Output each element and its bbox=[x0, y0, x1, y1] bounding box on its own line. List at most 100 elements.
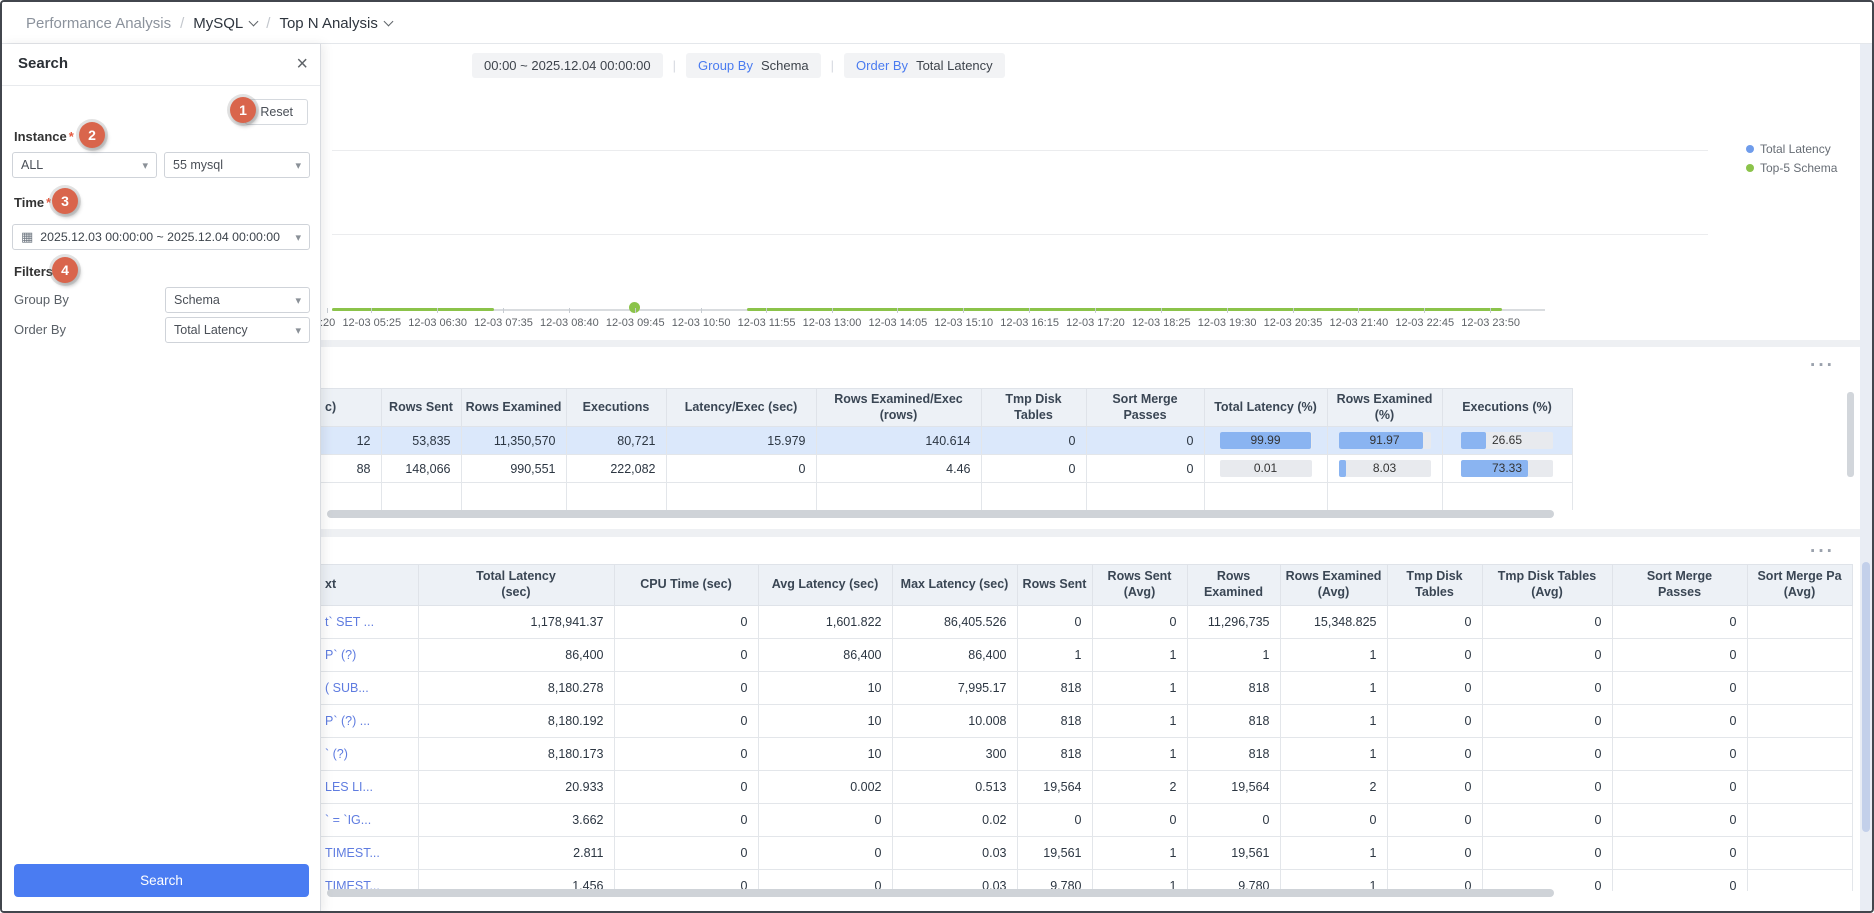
table-cell: 0.02 bbox=[892, 803, 1018, 837]
column-header[interactable]: Executions (%) bbox=[1442, 388, 1573, 428]
table-cell: 0 bbox=[1280, 803, 1388, 837]
column-header[interactable]: Sort Merge Passes bbox=[1612, 564, 1748, 606]
group-by-label: Group By bbox=[14, 292, 69, 307]
query-text-link[interactable]: P` (?) ... bbox=[321, 704, 419, 738]
query-text-link[interactable]: TIMEST... bbox=[321, 869, 419, 891]
table-cell: 140.614 bbox=[816, 426, 982, 456]
x-axis-tick: 12-03 17:20 bbox=[1066, 308, 1125, 329]
column-header[interactable]: Rows Examined bbox=[1187, 564, 1281, 606]
table-cell: 0.03 bbox=[892, 836, 1018, 870]
x-axis-tick: 12-03 14:05 bbox=[869, 308, 927, 329]
panel-title: Search bbox=[18, 55, 69, 72]
column-header[interactable]: Total Latency (sec) bbox=[418, 564, 615, 606]
breadcrumb-performance-analysis[interactable]: Performance Analysis bbox=[26, 14, 172, 32]
table-cell: 10 bbox=[758, 704, 893, 738]
table-cell: 0 bbox=[614, 638, 759, 672]
table-row[interactable]: P` (?) 86,400 0 86,400 86,400 1 1 1 1 0 0 0 bbox=[321, 638, 1853, 672]
query-text-link[interactable]: t` SET ... bbox=[321, 605, 419, 639]
page-scrollbar-thumb[interactable] bbox=[1862, 562, 1870, 832]
column-header[interactable]: Total Latency (%) bbox=[1204, 388, 1328, 428]
table-cell: 1 bbox=[1280, 869, 1388, 891]
column-header[interactable]: Executions bbox=[566, 388, 667, 428]
table-row[interactable]: 12 53,835 11,350,570 80,721 15.979 140.614 0 0 9… bbox=[321, 426, 1573, 456]
column-header[interactable]: Rows Examined/Exec (rows) bbox=[816, 388, 982, 428]
reset-button[interactable]: Reset bbox=[245, 99, 308, 125]
order-by-chip[interactable]: Order By Total Latency bbox=[844, 52, 1005, 78]
instance-select[interactable]: 55 mysql ▾ bbox=[164, 152, 310, 178]
more-options-icon[interactable]: ··· bbox=[1810, 541, 1835, 562]
table-cell bbox=[1747, 770, 1853, 804]
table-cell: 0.513 bbox=[892, 770, 1018, 804]
required-asterisk: * bbox=[46, 195, 52, 210]
column-header[interactable]: Sort Merge Passes bbox=[1086, 388, 1205, 428]
column-header[interactable]: Max Latency (sec) bbox=[892, 564, 1018, 606]
table-row[interactable]: ( SUB... 8,180.278 0 10 7,995.17 818 1 818 1 0 0 0 bbox=[321, 671, 1853, 705]
table-cell: 88 bbox=[321, 454, 382, 484]
instance-group-select[interactable]: ALL ▾ bbox=[12, 152, 157, 178]
series-data-point[interactable] bbox=[629, 302, 640, 313]
table-row[interactable] bbox=[321, 482, 1573, 510]
column-header[interactable]: Tmp Disk Tables bbox=[1387, 564, 1483, 606]
table-cell: 0 bbox=[1387, 737, 1483, 771]
x-axis-tick: 12-03 05:25 bbox=[342, 308, 401, 329]
time-range-input[interactable]: ▦ 2025.12.03 00:00:00 ~ 2025.12.04 00:00… bbox=[12, 224, 310, 250]
chevron-down-icon bbox=[383, 16, 394, 26]
column-header[interactable]: Tmp Disk Tables (Avg) bbox=[1482, 564, 1613, 606]
table-row[interactable]: P` (?) ... 8,180.192 0 10 10.008 818 1 818 1 0 0 0 bbox=[321, 704, 1853, 738]
column-header[interactable]: Rows Examined bbox=[461, 388, 567, 428]
table-cell: 2 bbox=[1280, 770, 1388, 804]
column-header[interactable]: Sort Merge Pa (Avg) bbox=[1747, 564, 1853, 606]
legend-dot-icon bbox=[1746, 145, 1754, 153]
column-header[interactable]: Latency/Exec (sec) bbox=[666, 388, 817, 428]
query-text-link[interactable]: ( SUB... bbox=[321, 671, 419, 705]
column-header[interactable]: xt bbox=[321, 564, 419, 606]
table-row[interactable]: ` = `IG... 3.662 0 0 0.02 0 0 0 0 0 0 0 bbox=[321, 803, 1853, 837]
legend-item[interactable]: Top-5 Schema bbox=[1746, 161, 1837, 175]
legend-item[interactable]: Total Latency bbox=[1746, 142, 1837, 156]
more-options-icon[interactable]: ··· bbox=[1810, 355, 1835, 376]
table-row[interactable]: TIMEST... 2.811 0 0 0.03 19,561 1 19,561 1 0 0 0 bbox=[321, 836, 1853, 870]
table-row[interactable]: 88 148,066 990,551 222,082 0 4.46 0 0 0.01 8.03 73… bbox=[321, 454, 1573, 484]
table-row[interactable]: LES LI... 20.933 0 0.002 0.513 19,564 2 19,564 2… bbox=[321, 770, 1853, 804]
table-row[interactable]: TIMEST... 1.456 0 0 0.03 9,780 1 9,780 1 0 0 0 bbox=[321, 869, 1853, 891]
query-text-link[interactable]: ` (?) bbox=[321, 737, 419, 771]
series-line-segment bbox=[332, 308, 494, 311]
column-header[interactable]: CPU Time (sec) bbox=[614, 564, 759, 606]
column-header[interactable]: Avg Latency (sec) bbox=[758, 564, 893, 606]
table-cell: 2 bbox=[1092, 770, 1188, 804]
column-header[interactable]: Rows Examined (%) bbox=[1327, 388, 1443, 428]
horizontal-scrollbar[interactable] bbox=[327, 889, 1554, 897]
table-row[interactable]: ` (?) 8,180.173 0 10 300 818 1 818 1 0 0 0 bbox=[321, 737, 1853, 771]
query-text-link[interactable]: TIMEST... bbox=[321, 836, 419, 870]
breadcrumb-mysql-menu[interactable]: MySQL bbox=[193, 15, 259, 32]
percent-bar-cell: 99.99 bbox=[1204, 426, 1328, 456]
column-header[interactable]: Rows Examined (Avg) bbox=[1280, 564, 1388, 606]
caret-down-icon: ▾ bbox=[295, 231, 301, 244]
table-cell: 10 bbox=[758, 737, 893, 771]
table-cell: 15,348.825 bbox=[1280, 605, 1388, 639]
query-text-link[interactable]: P` (?) bbox=[321, 638, 419, 672]
table-cell bbox=[566, 482, 667, 510]
table-row[interactable]: t` SET ... 1,178,941.37 0 1,601.822 86,405.5… bbox=[321, 605, 1853, 639]
column-header[interactable]: Rows Sent bbox=[381, 388, 462, 428]
search-button[interactable]: Search bbox=[14, 864, 309, 897]
column-header[interactable]: Rows Sent bbox=[1017, 564, 1093, 606]
table-cell: 11,296,735 bbox=[1187, 605, 1281, 639]
group-by-select[interactable]: Schema ▾ bbox=[165, 287, 310, 313]
close-icon[interactable]: × bbox=[296, 53, 308, 75]
order-by-select[interactable]: Total Latency ▾ bbox=[165, 317, 310, 343]
vertical-scrollbar[interactable] bbox=[1847, 392, 1854, 477]
column-header[interactable]: c) bbox=[321, 388, 382, 428]
column-header[interactable]: Rows Sent (Avg) bbox=[1092, 564, 1188, 606]
table-cell: 990,551 bbox=[461, 454, 567, 484]
query-text-link[interactable]: LES LI... bbox=[321, 770, 419, 804]
legend-dot-icon bbox=[1746, 164, 1754, 172]
query-text-link[interactable]: ` = `IG... bbox=[321, 803, 419, 837]
group-by-chip[interactable]: Group By Schema bbox=[686, 52, 821, 78]
horizontal-scrollbar[interactable] bbox=[327, 510, 1554, 518]
time-filter-chip[interactable]: 00:00 ~ 2025.12.04 00:00:00 bbox=[472, 52, 663, 78]
column-header[interactable]: Tmp Disk Tables bbox=[981, 388, 1087, 428]
table-cell: 4.46 bbox=[816, 454, 982, 484]
breadcrumb-top-n-analysis-menu[interactable]: Top N Analysis bbox=[279, 15, 394, 32]
